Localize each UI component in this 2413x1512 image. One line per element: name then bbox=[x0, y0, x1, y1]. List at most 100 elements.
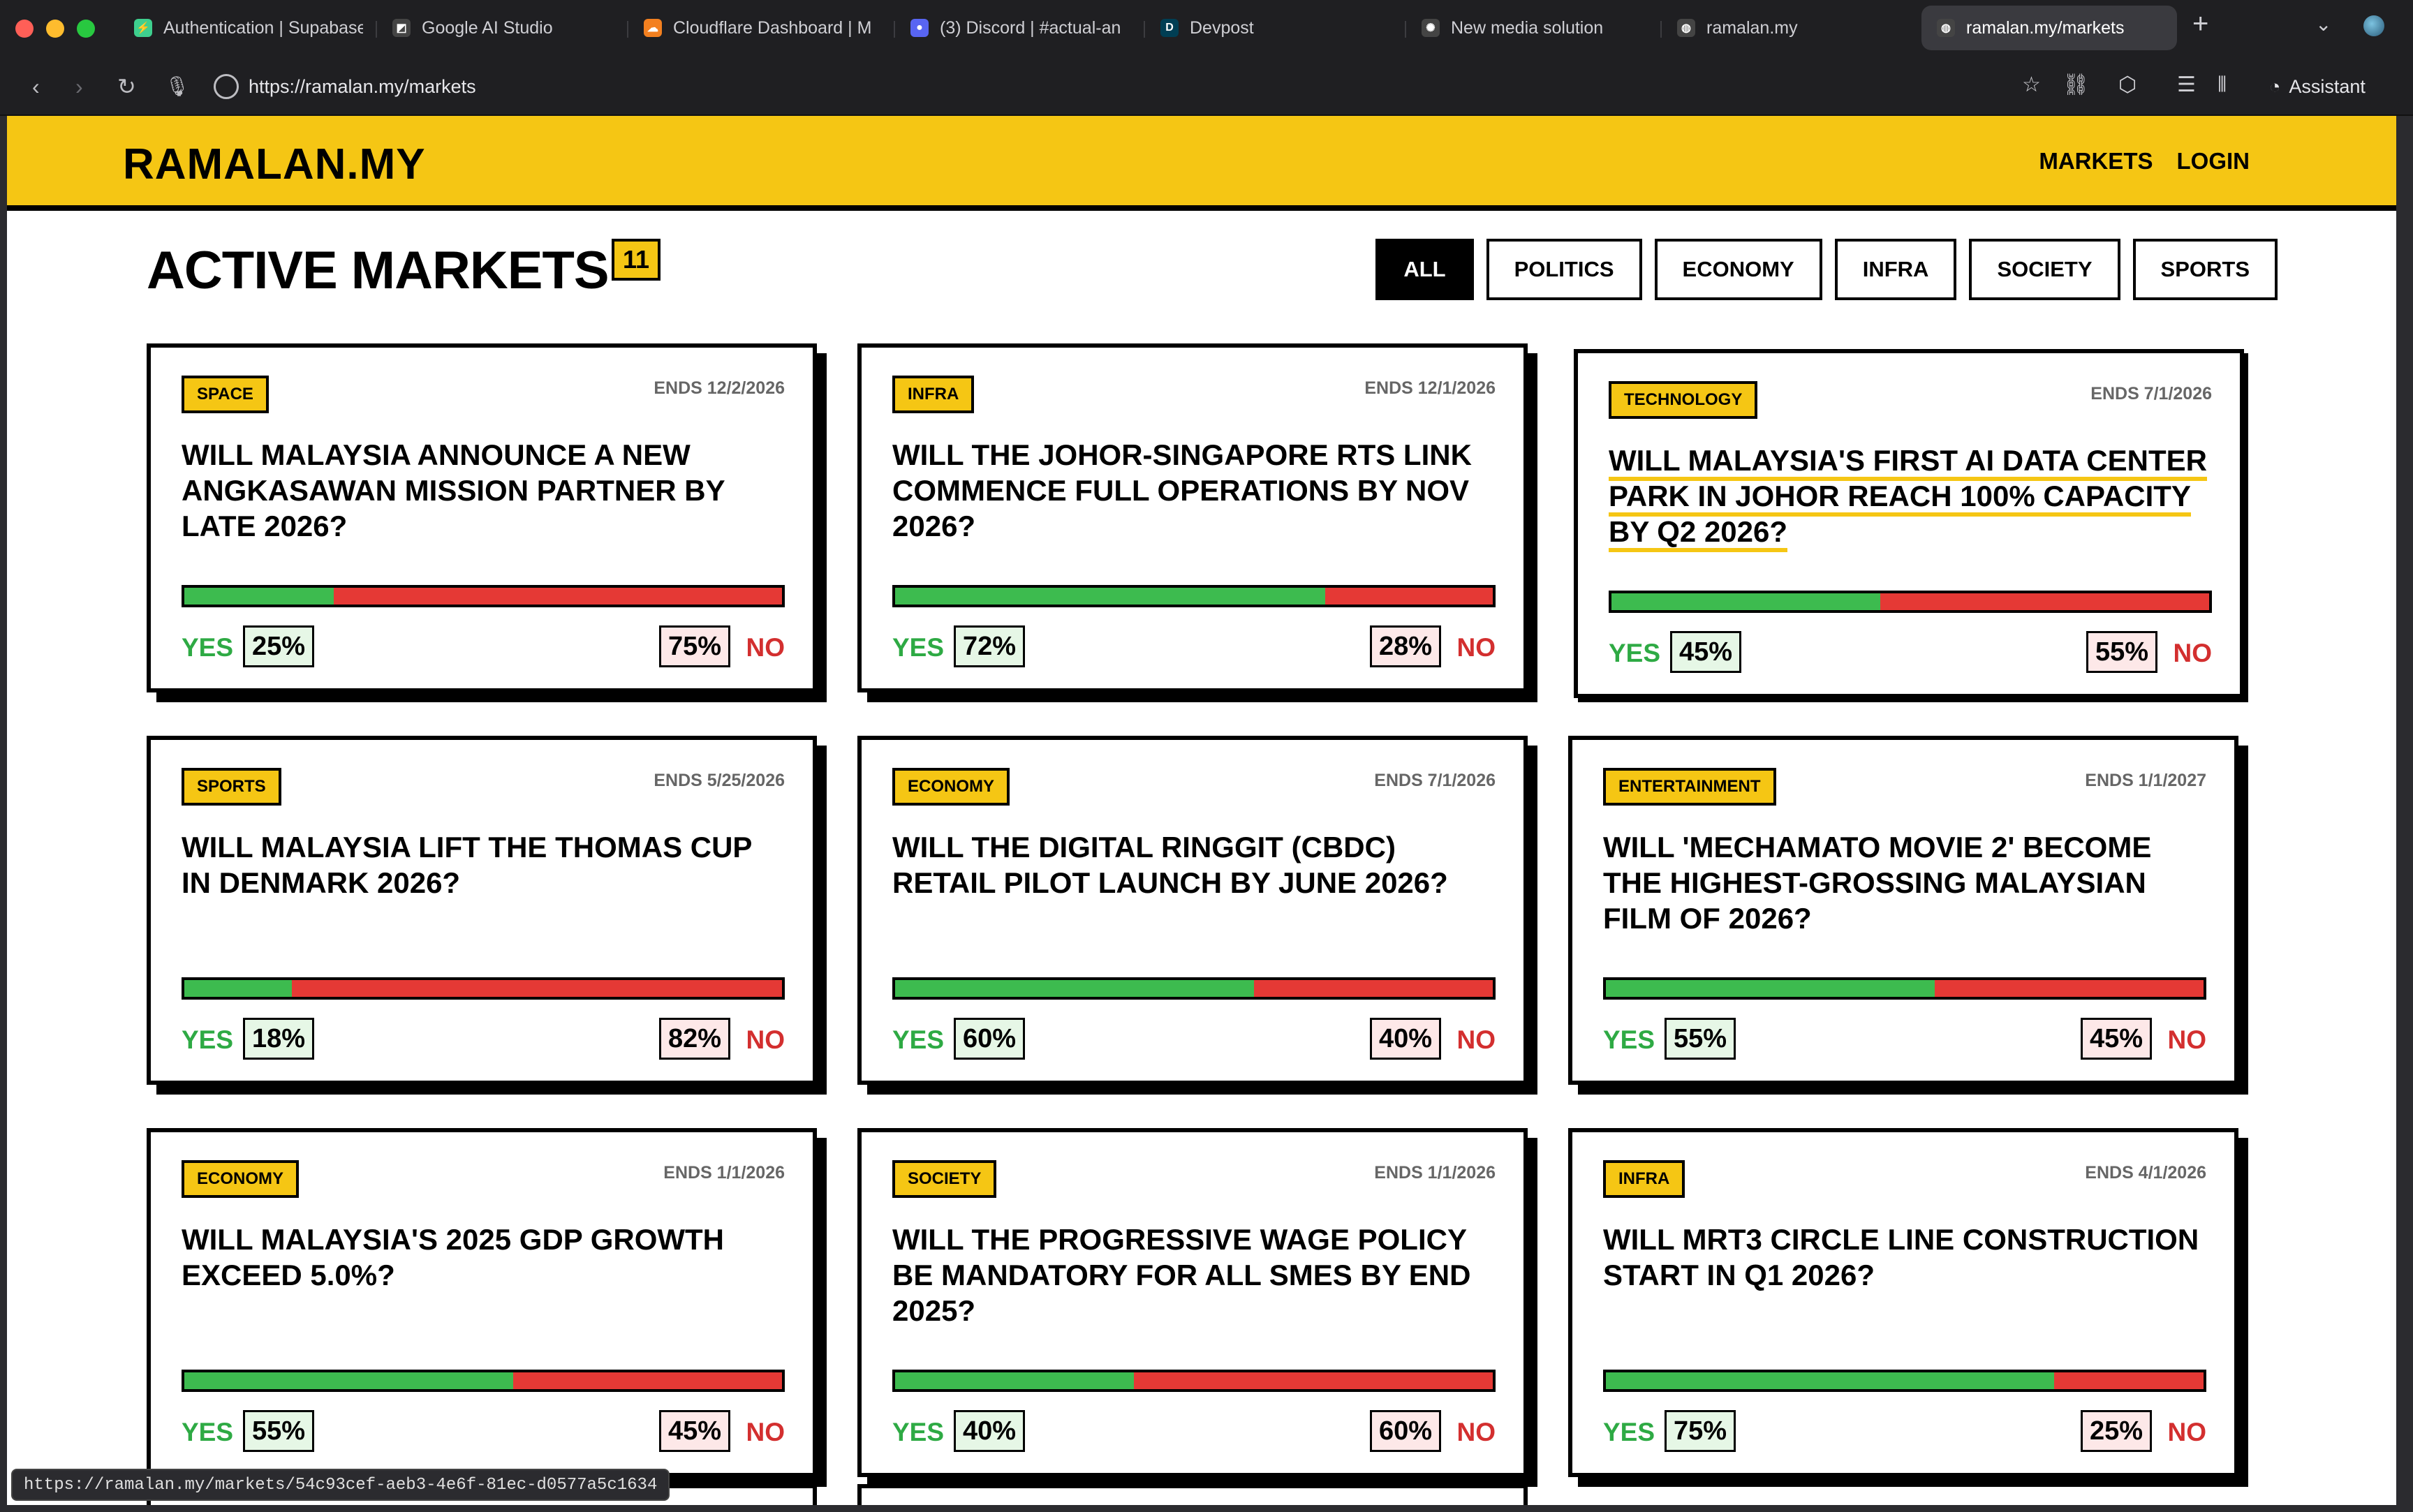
browser-tab[interactable]: ◩ Google AI Studio bbox=[377, 6, 607, 50]
browser-tab[interactable]: ☁ Cloudflare Dashboard | M bbox=[628, 6, 887, 50]
site-header: RAMALAN.MY MARKETS LOGIN bbox=[7, 116, 2396, 211]
tab-label: Devpost bbox=[1190, 17, 1254, 38]
probability-bar bbox=[1609, 591, 2212, 613]
tab-strip: ⚡ Authentication | Supabase ◩ Google AI Stu… bbox=[119, 6, 2413, 50]
end-date: ENDS 7/1/2026 bbox=[1374, 771, 1496, 790]
market-question[interactable]: WILL THE JOHOR-SINGAPORE RTS LINK COMMEN… bbox=[892, 437, 1496, 544]
maximize-window-button[interactable] bbox=[77, 20, 95, 38]
browser-tab[interactable]: ◍ ramalan.my bbox=[1662, 6, 1906, 50]
filter-infra-button[interactable]: INFRA bbox=[1834, 239, 1957, 300]
no-label: NO bbox=[746, 1418, 785, 1446]
category-tag: ENTERTAINMENT bbox=[1603, 768, 1776, 806]
back-arrow-icon[interactable]: ‹ bbox=[32, 74, 40, 99]
no-label: NO bbox=[1456, 1025, 1496, 1054]
yes-fill bbox=[1606, 980, 1935, 997]
market-question[interactable]: WILL THE DIGITAL RINGGIT (CBDC) RETAIL P… bbox=[892, 829, 1496, 900]
market-card[interactable]: ENTERTAINMENT ENDS 1/1/2027 WILL 'MECHAMAT… bbox=[1568, 736, 2238, 1085]
reload-icon[interactable]: ↻ bbox=[117, 74, 136, 99]
audio-icon[interactable]: ⦀ bbox=[2218, 73, 2227, 96]
nav-login-link[interactable]: LOGIN bbox=[2176, 148, 2250, 174]
assistant-label: Assistant bbox=[2289, 76, 2366, 97]
category-tag: SOCIETY bbox=[892, 1160, 997, 1198]
browser-tab[interactable]: ✺ New media solution bbox=[1406, 6, 1658, 50]
no-percent: 82% bbox=[658, 1018, 730, 1060]
extensions-icon[interactable]: ⬡ bbox=[2118, 73, 2137, 96]
market-question[interactable]: WILL THE PROGRESSIVE WAGE POLICY BE MAND… bbox=[892, 1222, 1496, 1328]
yes-fill bbox=[895, 1372, 1135, 1389]
market-card[interactable]: ECONOMY ENDS 7/1/2026 WILL THE DIGITAL RIN… bbox=[857, 736, 1528, 1085]
market-question[interactable]: WILL MALAYSIA LIFT THE THOMAS CUP IN DEN… bbox=[182, 829, 785, 900]
market-question[interactable]: WILL MALAYSIA ANNOUNCE A NEW ANGKASAWAN … bbox=[182, 437, 785, 544]
chevron-down-icon[interactable]: ⌄ bbox=[2315, 13, 2332, 35]
no-percent: 45% bbox=[2080, 1018, 2152, 1060]
yes-label: YES bbox=[182, 1418, 234, 1446]
filter-society-button[interactable]: SOCIETY bbox=[1969, 239, 2120, 300]
filter-all-button[interactable]: ALL bbox=[1375, 239, 1474, 300]
reader-icon[interactable]: ☰ bbox=[2177, 73, 2196, 96]
market-question[interactable]: WILL 'MECHAMATO MOVIE 2' BECOME THE HIGH… bbox=[1603, 829, 2206, 936]
site-logo[interactable]: RAMALAN.MY bbox=[123, 140, 426, 188]
globe-icon: ◍ bbox=[1937, 19, 1955, 37]
yes-fill bbox=[184, 1372, 513, 1389]
site-info-icon[interactable] bbox=[214, 74, 239, 99]
yes-fill bbox=[895, 980, 1254, 997]
microphone-icon[interactable]: 🎙 bbox=[165, 75, 190, 97]
nav-markets-link[interactable]: MARKETS bbox=[2039, 148, 2153, 174]
yes-fill bbox=[184, 588, 334, 605]
openai-icon: ✺ bbox=[1422, 19, 1440, 37]
browser-tab[interactable]: ● (3) Discord | #actual-an bbox=[895, 6, 1132, 50]
market-question[interactable]: WILL MRT3 CIRCLE LINE CONSTRUCTION START… bbox=[1603, 1222, 2206, 1293]
market-question-text: WILL MALAYSIA'S 2025 GDP GROWTH EXCEED 5… bbox=[182, 1223, 724, 1291]
category-tag: SPACE bbox=[182, 376, 269, 413]
end-date: ENDS 12/1/2026 bbox=[1364, 378, 1496, 398]
no-label: NO bbox=[2167, 1418, 2207, 1446]
market-count-badge: 11 bbox=[612, 239, 661, 281]
no-label: NO bbox=[746, 633, 785, 662]
market-card[interactable]: SPACE ENDS 12/2/2026 WILL MALAYSIA ANNOUNC… bbox=[147, 343, 817, 692]
new-tab-button[interactable]: + bbox=[2192, 8, 2209, 39]
page-title: ACTIVE MARKETS bbox=[147, 241, 610, 300]
filter-sports-button[interactable]: SPORTS bbox=[2132, 239, 2278, 300]
close-window-button[interactable] bbox=[15, 20, 34, 38]
filter-economy-button[interactable]: ECONOMY bbox=[1654, 239, 1822, 300]
probability-bar bbox=[1603, 977, 2206, 1000]
market-card-partial[interactable] bbox=[857, 1484, 1528, 1505]
assistant-button[interactable]: ◔ Assistant bbox=[2269, 73, 2366, 101]
no-percent: 55% bbox=[2086, 631, 2157, 673]
link-icon[interactable]: ⛓ bbox=[2063, 73, 2090, 96]
market-card[interactable]: ECONOMY ENDS 1/1/2026 WILL MALAYSIA'S 2025… bbox=[147, 1128, 817, 1477]
no-percent: 25% bbox=[2080, 1410, 2152, 1452]
yes-fill bbox=[1606, 1372, 2054, 1389]
market-question[interactable]: WILL MALAYSIA'S 2025 GDP GROWTH EXCEED 5… bbox=[182, 1222, 785, 1293]
browser-tab[interactable]: ◍ ramalan.my/markets bbox=[1921, 6, 2177, 50]
browser-tab[interactable]: D Devpost bbox=[1145, 6, 1389, 50]
no-label: NO bbox=[746, 1025, 785, 1054]
end-date: ENDS 7/1/2026 bbox=[2090, 384, 2212, 403]
market-card[interactable]: INFRA ENDS 4/1/2026 WILL MRT3 CIRCLE LINE … bbox=[1568, 1128, 2238, 1477]
market-card[interactable]: TECHNOLOGY ENDS 7/1/2026 WILL MALAYSIA'S F… bbox=[1574, 349, 2244, 698]
yes-percent: 18% bbox=[243, 1018, 315, 1060]
yes-percent: 55% bbox=[243, 1410, 315, 1452]
address-bar[interactable]: https://ramalan.my/markets bbox=[249, 76, 476, 97]
bookmark-star-icon[interactable]: ☆ bbox=[2022, 73, 2041, 96]
yes-percent: 55% bbox=[1665, 1018, 1736, 1060]
filter-politics-button[interactable]: POLITICS bbox=[1486, 239, 1642, 300]
yes-label: YES bbox=[1603, 1025, 1655, 1054]
forward-arrow-icon[interactable]: › bbox=[75, 74, 83, 99]
tab-separator bbox=[376, 21, 377, 38]
browser-tab[interactable]: ⚡ Authentication | Supabase bbox=[119, 6, 363, 50]
minimize-window-button[interactable] bbox=[46, 20, 64, 38]
profile-avatar[interactable] bbox=[2363, 15, 2384, 36]
end-date: ENDS 5/25/2026 bbox=[654, 771, 785, 790]
no-label: NO bbox=[2167, 1025, 2207, 1054]
probability-bar bbox=[182, 977, 785, 1000]
probability-bar bbox=[182, 585, 785, 607]
market-card[interactable]: INFRA ENDS 12/1/2026 WILL THE JOHOR-SINGAP… bbox=[857, 343, 1528, 692]
probability-bar bbox=[182, 1370, 785, 1392]
tab-separator bbox=[894, 21, 895, 38]
market-card[interactable]: SOCIETY ENDS 1/1/2026 WILL THE PROGRESSIVE… bbox=[857, 1128, 1528, 1477]
market-card[interactable]: SPORTS ENDS 5/25/2026 WILL MALAYSIA LIFT T… bbox=[147, 736, 817, 1085]
market-question-text: WILL THE PROGRESSIVE WAGE POLICY BE MAND… bbox=[892, 1223, 1471, 1327]
market-question[interactable]: WILL MALAYSIA'S FIRST AI DATA CENTER PAR… bbox=[1609, 443, 2212, 552]
status-bar-url: https://ramalan.my/markets/54c93cef-aeb3… bbox=[11, 1469, 670, 1501]
